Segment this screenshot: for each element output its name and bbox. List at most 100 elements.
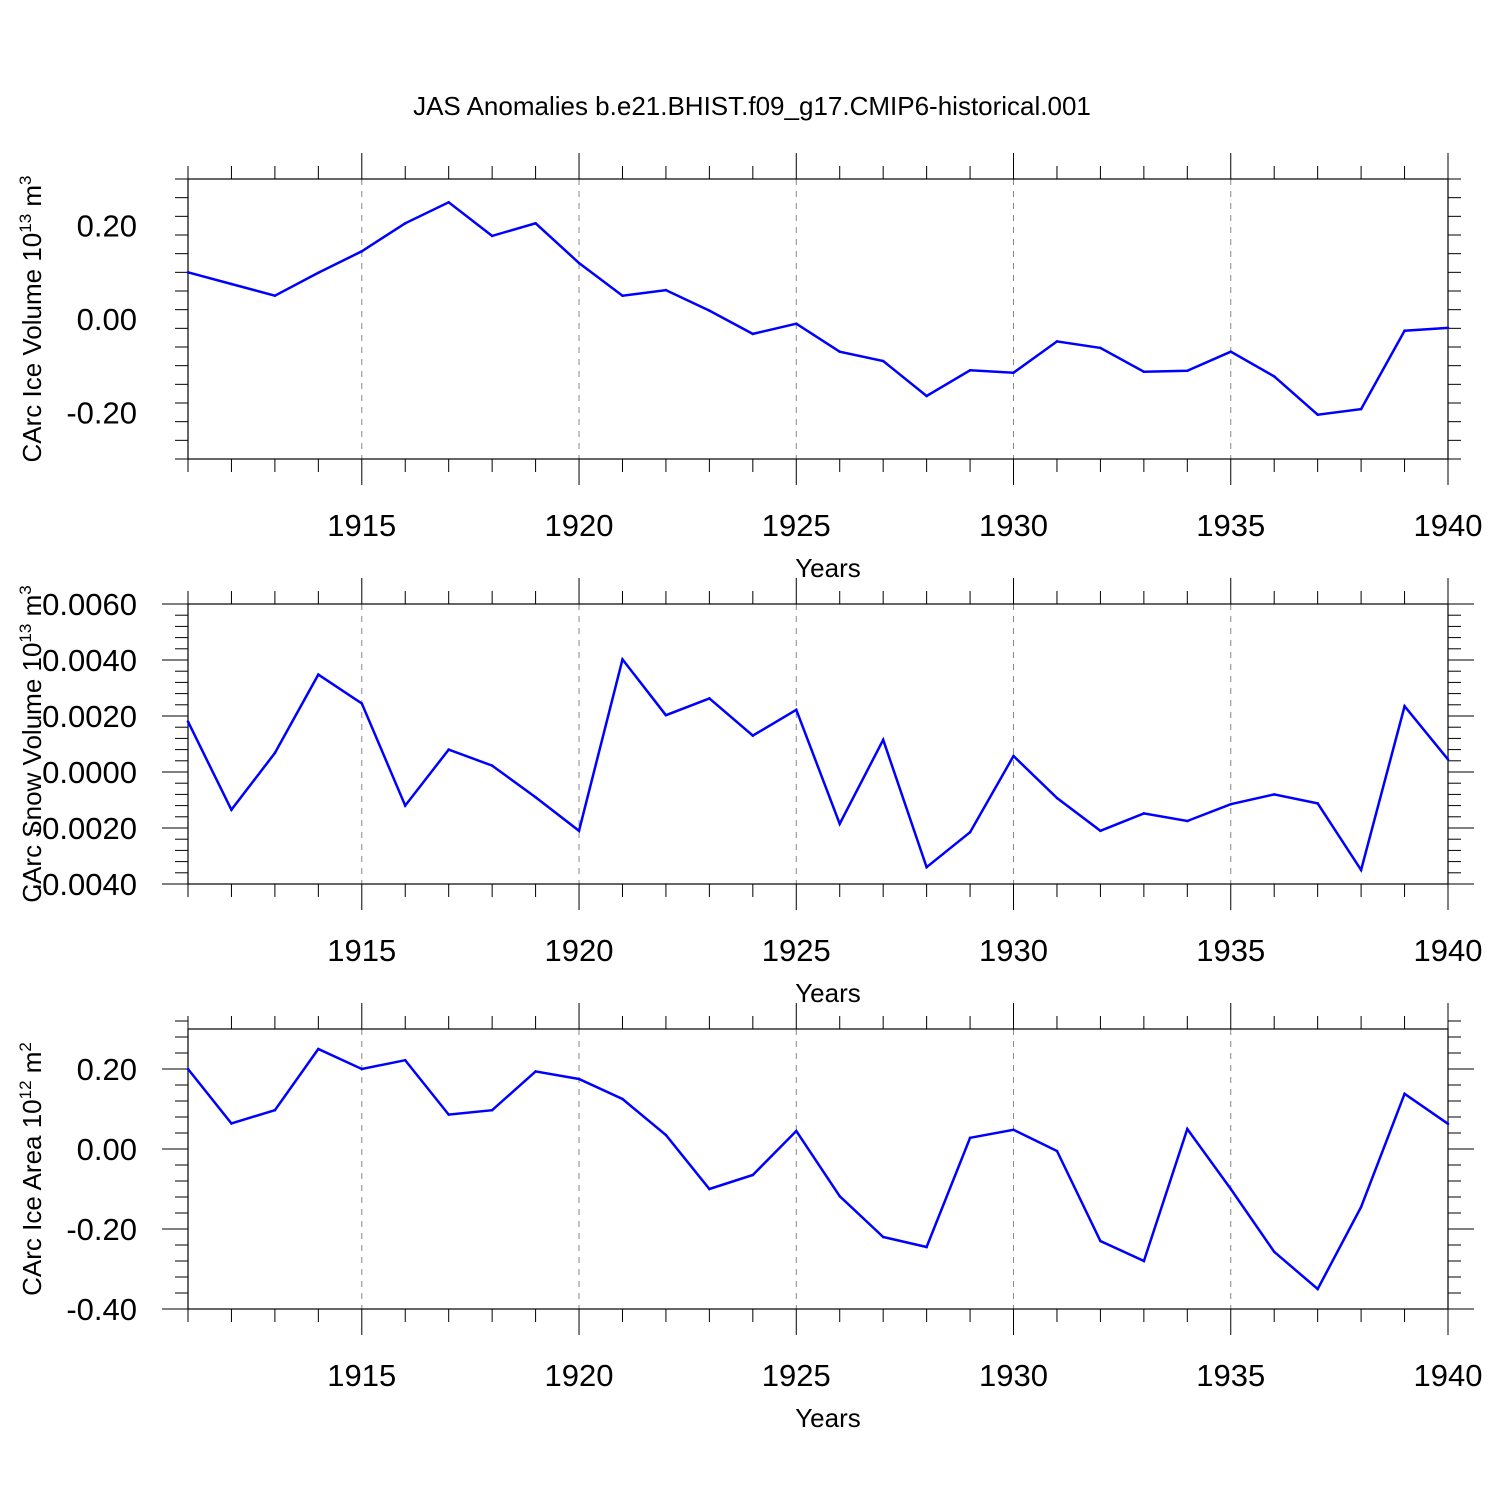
data-point	[317, 673, 320, 676]
y-tick-label: 0.20	[77, 1052, 137, 1087]
plot-frame	[187, 1028, 1449, 1310]
data-point	[273, 751, 277, 755]
data-point	[794, 1129, 798, 1133]
y-axis-label-unit: m	[17, 1052, 47, 1081]
data-point	[1142, 1259, 1146, 1263]
panel-2: 0.0060 0.0040 0.0020 0.0000 -0.0020 -0.0040 19…	[16, 578, 1482, 1008]
x-axis-label: Years	[795, 1403, 861, 1433]
data-point	[577, 261, 581, 265]
data-point	[925, 1245, 928, 1249]
data-point	[273, 294, 277, 297]
data-point	[1316, 1287, 1319, 1291]
x-tick-label: 1930	[979, 1358, 1048, 1393]
data-point	[1446, 1122, 1450, 1126]
plot-frame	[187, 603, 1449, 885]
data-point	[447, 748, 450, 751]
y-axis-label-unit: m	[17, 185, 47, 214]
data-point	[1055, 340, 1059, 343]
series-line	[186, 656, 1449, 874]
data-point	[925, 394, 928, 398]
data-point	[794, 708, 798, 712]
panel-1: 0.20 0.00 -0.20 1915 1920 1925 1930 1935 1940 Yea…	[16, 153, 1482, 583]
y-axis-label-exponent: 12	[16, 1080, 35, 1099]
y-axis-label-text: CArc Ice Area 10	[17, 1099, 47, 1296]
x-tick-label: 1930	[979, 933, 1048, 968]
x-tick-label: 1940	[1414, 933, 1483, 968]
x-axis-label: Years	[795, 553, 861, 583]
data-point	[1272, 375, 1276, 378]
plot-frame	[187, 178, 1449, 460]
data-point	[621, 1097, 624, 1101]
data-point	[1142, 812, 1146, 815]
data-point	[1359, 868, 1363, 872]
data-point	[1186, 1127, 1189, 1131]
data-point	[1229, 802, 1233, 806]
data-point	[447, 1113, 450, 1116]
data-point	[838, 350, 842, 353]
data-point	[317, 1047, 320, 1051]
data-point	[403, 804, 407, 807]
y-axis-label-unit-exponent: 3	[16, 585, 35, 594]
y-axis-label-text: CArc Snow Volume 10	[17, 643, 47, 903]
y-axis-label: CArc Ice Area 1012 m2	[16, 1042, 47, 1296]
data-point	[1272, 1250, 1276, 1254]
data-point	[1316, 413, 1319, 416]
y-tick-label: -0.20	[66, 395, 137, 430]
panels: 0.20 0.00 -0.20 1915 1920 1925 1930 1935 1940 Yea…	[16, 153, 1482, 1433]
y-axis-label-unit-exponent: 2	[16, 1042, 35, 1051]
data-point	[230, 1122, 233, 1125]
chart-title: JAS Anomalies b.e21.BHIST.f09_g17.CMIP6-…	[413, 91, 1091, 121]
data-point	[534, 222, 537, 225]
y-tick-label: -0.20	[66, 1212, 137, 1247]
data-point	[664, 713, 668, 717]
x-tick-label: 1935	[1196, 1358, 1265, 1393]
data-point	[1099, 1239, 1102, 1243]
x-tick-label: 1915	[327, 508, 396, 543]
x-tick-label: 1925	[762, 933, 831, 968]
data-point	[1272, 793, 1276, 796]
data-point	[577, 829, 581, 833]
data-point	[447, 201, 450, 204]
data-point	[1229, 350, 1233, 353]
y-axis-label-exponent: 13	[16, 214, 35, 233]
y-axis-label: CArc Ice Volume 1013 m3	[16, 175, 47, 462]
x-tick-label: 1925	[762, 508, 831, 543]
data-point	[577, 1077, 581, 1081]
x-tick-label: 1935	[1196, 933, 1265, 968]
y-axis-label: CArc Snow Volume 1013 m3	[16, 585, 47, 902]
data-point	[881, 738, 885, 742]
x-tick-label: 1920	[545, 1358, 614, 1393]
data-point	[534, 795, 537, 799]
x-axis-label: Years	[795, 978, 861, 1008]
data-point	[1359, 407, 1363, 411]
x-tick-label: 1915	[327, 1358, 396, 1393]
data-point	[708, 1187, 711, 1191]
y-tick-label: 0.00	[77, 302, 137, 337]
data-point	[1186, 369, 1189, 373]
data-point	[968, 830, 972, 834]
data-point	[1446, 758, 1450, 761]
data-point	[1403, 1092, 1406, 1096]
panel-3: 0.20 0.00 -0.20 -0.40 1915 1920 1925 1930 1935 19…	[16, 1003, 1482, 1433]
data-point	[273, 1108, 277, 1112]
x-tick-label: 1925	[762, 1358, 831, 1393]
data-point	[1359, 1205, 1363, 1209]
data-point	[1403, 704, 1406, 708]
data-point	[490, 1108, 494, 1112]
y-tick-label: 0.0060	[42, 587, 137, 622]
y-tick-label: 0.20	[77, 209, 137, 244]
data-point	[1055, 796, 1059, 800]
data-point	[360, 702, 364, 705]
data-point	[1012, 371, 1015, 374]
data-point	[490, 234, 494, 238]
data-point	[230, 808, 233, 812]
data-point	[751, 734, 755, 737]
data-point	[1142, 370, 1146, 374]
y-tick-label: 0.00	[77, 1132, 137, 1167]
x-tick-label: 1920	[545, 508, 614, 543]
x-tick-label: 1940	[1414, 508, 1483, 543]
data-point	[490, 764, 494, 767]
data-point	[1012, 1128, 1015, 1132]
y-axis-label-text: CArc Ice Volume 10	[17, 233, 47, 463]
